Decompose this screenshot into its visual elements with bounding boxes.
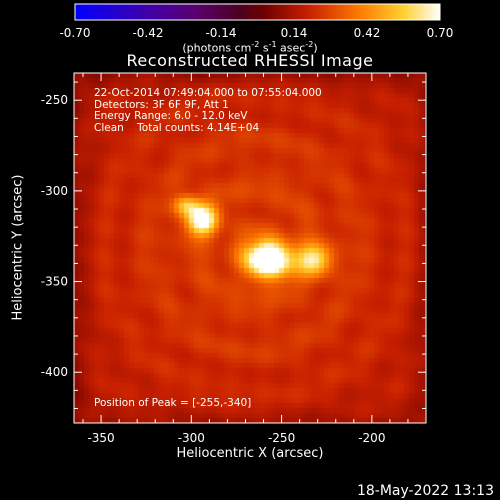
x-axis-label: Heliocentric X (arcsec) [176, 446, 324, 461]
chart-title: Reconstructed RHESSI Image [126, 51, 374, 70]
y-tick-label: -250 [41, 93, 68, 107]
heatmap-image [74, 73, 426, 423]
colorbar-units: (photons cm-2 s-1 asec-2) [182, 40, 318, 55]
colorbar-tick-label: -0.42 [132, 26, 163, 40]
annotation-time: 22-Oct-2014 07:49:04.000 to 07:55:04.000 [94, 87, 322, 99]
colorbar-tick-label: 0.70 [427, 26, 454, 40]
colorbar-tick-label: -0.14 [205, 26, 236, 40]
y-tick-label: -300 [41, 184, 68, 198]
colorbar-tick-label: 0.42 [354, 26, 381, 40]
x-tick-label: -350 [87, 431, 114, 445]
y-axis-ticks: -250 -300 -350 -400 [41, 81, 426, 409]
x-tick-label: -250 [268, 431, 295, 445]
y-axis-label: Heliocentric Y (arcsec) [10, 174, 26, 321]
annotation-energy: Energy Range: 6.0 - 12.0 keV [94, 110, 248, 122]
date-stamp: 18-May-2022 13:13 [356, 483, 494, 499]
annotation-peak: Position of Peak = [-255,-340] [94, 397, 252, 409]
colorbar-tick-label: 0.14 [281, 26, 308, 40]
x-tick-label: -200 [358, 431, 385, 445]
y-tick-label: -400 [41, 365, 68, 379]
annotation-detectors: Detectors: 3F 6F 9F, Att 1 [94, 98, 229, 111]
colorbar-ticks: -0.70 -0.42 -0.14 0.14 0.42 0.70 [59, 26, 453, 40]
annotation-counts: Clean Total counts: 4.14E+04 [94, 121, 260, 134]
plot-frame [73, 72, 427, 424]
y-tick-label: -350 [41, 275, 68, 289]
x-tick-label: -300 [178, 431, 205, 445]
colorbar: -0.70 -0.42 -0.14 0.14 0.42 0.70 [59, 3, 453, 40]
x-axis-ticks: -350 -300 -250 -200 [82, 73, 427, 445]
colorbar-tick-label: -0.70 [59, 26, 90, 40]
colorbar-gradient [74, 3, 441, 21]
